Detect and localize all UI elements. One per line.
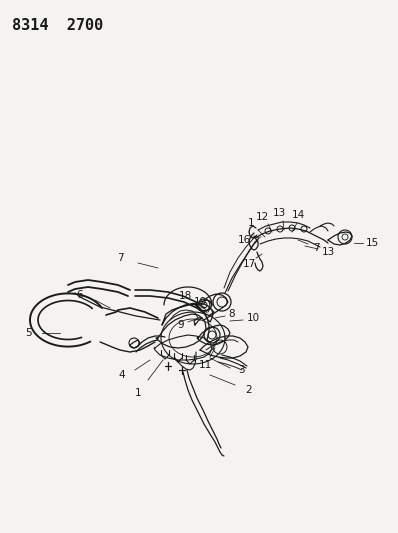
Text: 13: 13 (321, 247, 335, 257)
Text: 1: 1 (135, 388, 141, 398)
Text: 13: 13 (272, 208, 286, 218)
Text: 9: 9 (178, 320, 184, 330)
Text: 11: 11 (198, 360, 212, 370)
Text: 16: 16 (237, 235, 251, 245)
Text: 4: 4 (119, 370, 125, 380)
Text: 3: 3 (238, 365, 244, 375)
Text: 8314  2700: 8314 2700 (12, 18, 103, 33)
Text: 1: 1 (248, 218, 254, 228)
Text: 15: 15 (365, 238, 378, 248)
Text: 7: 7 (313, 243, 319, 253)
Text: 18: 18 (178, 291, 191, 301)
Text: 7: 7 (117, 253, 123, 263)
Text: 10: 10 (246, 313, 259, 323)
Text: 6: 6 (77, 290, 83, 300)
Text: 5: 5 (25, 328, 31, 338)
Text: 14: 14 (291, 210, 304, 220)
Text: 8: 8 (229, 309, 235, 319)
Text: 19: 19 (193, 297, 207, 307)
Text: 2: 2 (246, 385, 252, 395)
Text: 17: 17 (242, 259, 256, 269)
Text: 12: 12 (256, 212, 269, 222)
